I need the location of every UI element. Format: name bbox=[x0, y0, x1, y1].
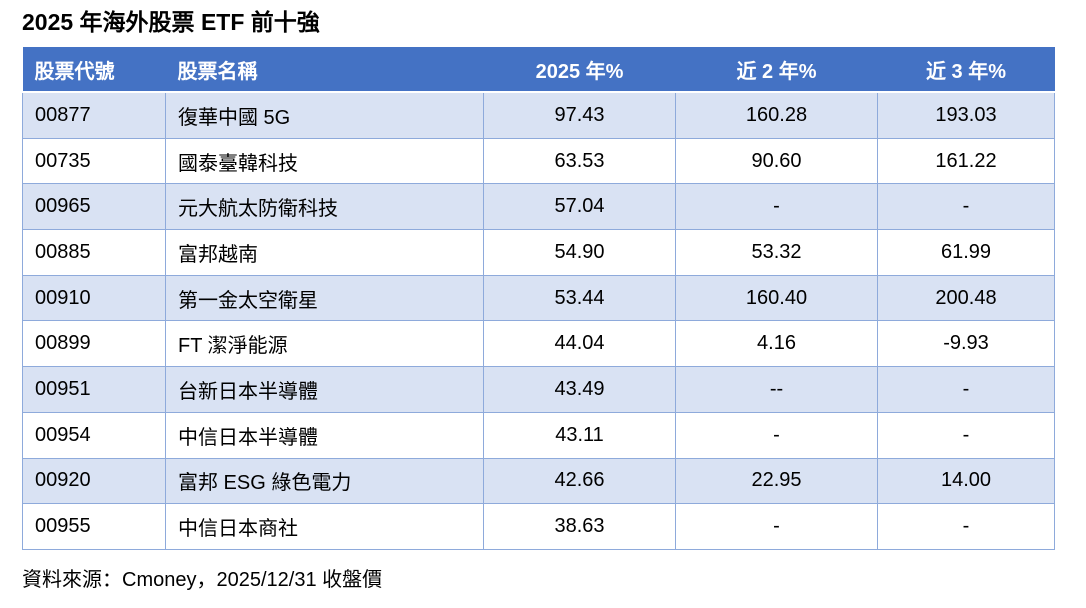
cell-name: 中信日本半導體 bbox=[165, 411, 484, 459]
cell-return-3y: 193.03 bbox=[877, 91, 1055, 139]
cell-return-2y: - bbox=[675, 411, 878, 459]
cell-name: 國泰臺韓科技 bbox=[165, 137, 484, 185]
cell-code: 00955 bbox=[22, 503, 166, 550]
cell-name: 第一金太空衛星 bbox=[165, 274, 484, 322]
cell-name: 富邦 ESG 綠色電力 bbox=[165, 457, 484, 505]
cell-return-2025: 43.11 bbox=[483, 411, 676, 459]
cell-return-2y: - bbox=[675, 503, 878, 550]
table-header-row: 股票代號 股票名稱 2025 年% 近 2 年% 近 3 年% bbox=[22, 47, 1055, 93]
table-row: 00955 中信日本商社 38.63- - bbox=[22, 503, 1055, 550]
table-row: 00965 元大航太防衛科技 57.04- - bbox=[22, 183, 1055, 231]
cell-return-2025: 42.66 bbox=[483, 457, 676, 505]
etf-returns-table: 股票代號 股票名稱 2025 年% 近 2 年% 近 3 年% 00877 復華中國 5G… bbox=[22, 47, 1055, 550]
table-row: 00885 富邦越南 54.90 53.32 61.99 bbox=[22, 229, 1055, 276]
cell-return-2025: 57.04 bbox=[483, 183, 676, 231]
cell-name: 元大航太防衛科技 bbox=[165, 183, 484, 231]
cell-return-2025: 38.63 bbox=[483, 503, 676, 550]
table-row: 00910 第一金太空衛星 53.44 160.40 200.48 bbox=[22, 274, 1055, 322]
column-header-name: 股票名稱 bbox=[165, 47, 484, 93]
column-header-code: 股票代號 bbox=[22, 47, 166, 93]
cell-return-2025: 54.90 bbox=[483, 229, 676, 276]
cell-return-2y: 160.28 bbox=[675, 91, 878, 139]
cell-code: 00951 bbox=[22, 366, 166, 413]
cell-return-3y: - bbox=[877, 366, 1055, 413]
cell-return-2025: 44.04 bbox=[483, 320, 676, 368]
cell-return-2y: - bbox=[675, 183, 878, 231]
cell-name: FT 潔淨能源 bbox=[165, 320, 484, 368]
cell-return-2y: 90.60 bbox=[675, 137, 878, 185]
cell-name: 台新日本半導體 bbox=[165, 366, 484, 413]
cell-return-2y: 160.40 bbox=[675, 274, 878, 322]
cell-return-3y: 14.00 bbox=[877, 457, 1055, 505]
cell-return-3y: 161.22 bbox=[877, 137, 1055, 185]
cell-name: 復華中國 5G bbox=[165, 91, 484, 139]
cell-name: 中信日本商社 bbox=[165, 503, 484, 550]
table-row: 00920 富邦 ESG 綠色電力 42.66 22.95 14.00 bbox=[22, 457, 1055, 505]
cell-return-2y: 22.95 bbox=[675, 457, 878, 505]
cell-return-2y: 4.16 bbox=[675, 320, 878, 368]
cell-return-2025: 43.49 bbox=[483, 366, 676, 413]
cell-code: 00877 bbox=[22, 91, 166, 139]
table-row: 00951 台新日本半導體 43.49 -- - bbox=[22, 366, 1055, 413]
page: 2025 年海外股票 ETF 前十強 股票代號 股票名稱 2025 年% 近 2 年%… bbox=[22, 9, 1055, 591]
cell-code: 00735 bbox=[22, 137, 166, 185]
cell-return-2y: 53.32 bbox=[675, 229, 878, 276]
source-note: 資料來源：Cmoney，2025/12/31 收盤價 bbox=[22, 568, 383, 591]
cell-code: 00920 bbox=[22, 457, 166, 505]
cell-return-3y: - bbox=[877, 411, 1055, 459]
page-title: 2025 年海外股票 ETF 前十強 bbox=[22, 9, 320, 35]
table-row: 00954 中信日本半導體 43.11- - bbox=[22, 411, 1055, 459]
cell-return-3y: 61.99 bbox=[877, 229, 1055, 276]
cell-return-3y: -9.93 bbox=[877, 320, 1055, 368]
cell-return-3y: - bbox=[877, 503, 1055, 550]
cell-return-2y: -- bbox=[675, 366, 878, 413]
cell-code: 00954 bbox=[22, 411, 166, 459]
cell-code: 00899 bbox=[22, 320, 166, 368]
column-header-return-2025: 2025 年% bbox=[483, 47, 676, 93]
cell-code: 00910 bbox=[22, 274, 166, 322]
cell-return-3y: - bbox=[877, 183, 1055, 231]
cell-return-2025: 97.43 bbox=[483, 91, 676, 139]
cell-return-3y: 200.48 bbox=[877, 274, 1055, 322]
cell-name: 富邦越南 bbox=[165, 229, 484, 276]
column-header-return-3y: 近 3 年% bbox=[877, 47, 1055, 93]
table-row: 00899 FT 潔淨能源 44.04 4.16 -9.93 bbox=[22, 320, 1055, 368]
table-row: 00877 復華中國 5G 97.43 160.28 193.03 bbox=[22, 91, 1055, 139]
cell-code: 00885 bbox=[22, 229, 166, 276]
cell-code: 00965 bbox=[22, 183, 166, 231]
cell-return-2025: 53.44 bbox=[483, 274, 676, 322]
column-header-return-2y: 近 2 年% bbox=[675, 47, 878, 93]
cell-return-2025: 63.53 bbox=[483, 137, 676, 185]
table-row: 00735 國泰臺韓科技 63.53 90.60 161.22 bbox=[22, 137, 1055, 185]
